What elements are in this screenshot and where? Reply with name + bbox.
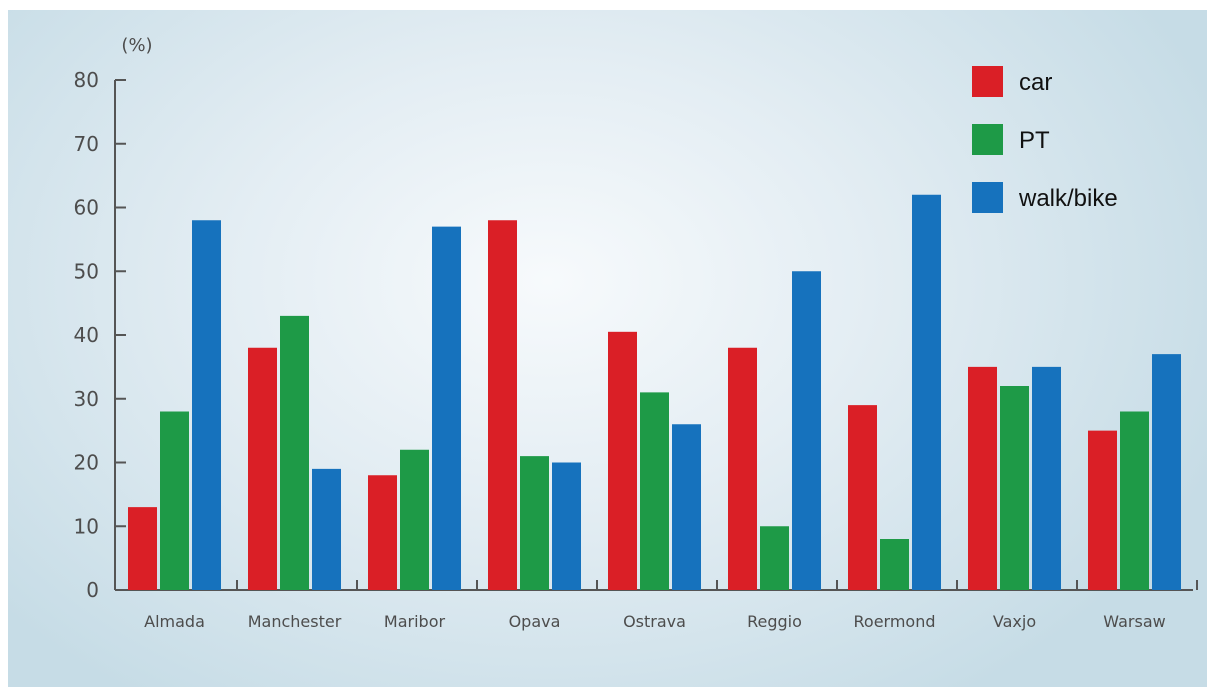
bar-walk-bike-warsaw [1152, 354, 1181, 590]
legend-swatch-walk-bike [972, 182, 1003, 213]
bar-car-opava [488, 220, 517, 590]
x-category-label: Warsaw [1103, 612, 1165, 631]
y-tick-label: 60 [74, 196, 99, 220]
x-category-label: Manchester [248, 612, 342, 631]
bar-car-vaxjo [968, 366, 997, 590]
bar-car-ostrava [608, 331, 637, 590]
y-tick-label: 40 [74, 323, 99, 347]
x-category-label: Almada [144, 612, 205, 631]
bar-pt-opava [520, 456, 549, 590]
bar-pt-roermond [880, 539, 909, 590]
x-category-label: Roermond [854, 612, 936, 631]
bar-car-maribor [368, 475, 397, 590]
bar-walk-bike-opava [552, 462, 581, 590]
bars-group [128, 194, 1181, 590]
bar-pt-reggio [760, 526, 789, 590]
x-category-label: Vaxjo [993, 612, 1036, 631]
legend-label-car: car [1019, 69, 1052, 96]
legend-label-walk-bike: walk/bike [1018, 185, 1118, 212]
bar-car-manchester [248, 347, 277, 590]
y-tick-label: 20 [74, 451, 99, 475]
bar-pt-ostrava [640, 392, 669, 590]
y-tick-label: 0 [86, 578, 99, 602]
bar-walk-bike-ostrava [672, 424, 701, 590]
bar-walk-bike-almada [192, 220, 221, 590]
bar-pt-warsaw [1120, 411, 1149, 590]
y-tick-label: 70 [74, 132, 99, 156]
bar-walk-bike-roermond [912, 194, 941, 590]
x-category-label: Opava [509, 612, 561, 631]
legend: car PT walk/bike [972, 66, 1118, 213]
bar-pt-almada [160, 411, 189, 590]
bar-walk-bike-maribor [432, 226, 461, 590]
bar-walk-bike-manchester [312, 468, 341, 590]
bar-pt-vaxjo [1000, 386, 1029, 590]
x-category-label: Ostrava [623, 612, 686, 631]
bar-walk-bike-vaxjo [1032, 366, 1061, 590]
legend-label-pt: PT [1019, 127, 1050, 154]
legend-swatch-pt [972, 124, 1003, 155]
x-category-label: Maribor [384, 612, 446, 631]
y-tick-label: 50 [74, 259, 99, 283]
bar-car-warsaw [1088, 430, 1117, 590]
bar-car-almada [128, 507, 157, 590]
y-tick-label: 80 [74, 68, 99, 92]
y-unit-label: (%) [121, 35, 152, 56]
legend-swatch-car [972, 66, 1003, 97]
bar-car-roermond [848, 405, 877, 590]
bar-car-reggio [728, 347, 757, 590]
bar-walk-bike-reggio [792, 271, 821, 590]
bar-pt-maribor [400, 449, 429, 590]
x-category-label: Reggio [747, 612, 802, 631]
y-tick-label: 30 [74, 387, 99, 411]
bar-pt-manchester [280, 315, 309, 590]
y-tick-label: 10 [74, 514, 99, 538]
